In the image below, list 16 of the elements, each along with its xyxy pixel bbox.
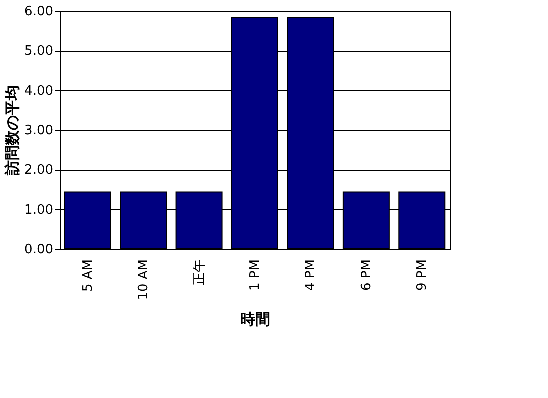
y-tick-label: 5.00 (24, 44, 54, 60)
y-tick-label: 4.00 (24, 84, 54, 99)
y-tick-label: 1.00 (24, 202, 54, 218)
y-axis-title: 訪問数の平均 (4, 86, 22, 176)
y-tick-label: 6.00 (24, 4, 54, 20)
x-tick-label: 5 AM (80, 260, 96, 292)
x-axis-title: 時間 (240, 310, 270, 328)
y-tick-label: 0.00 (24, 242, 54, 258)
x-tick-label: 9 PM (415, 260, 430, 291)
x-tick-label: 4 PM (304, 260, 319, 291)
x-tick-label: 10 AM (136, 260, 152, 300)
y-tick-label: 3.00 (24, 124, 54, 138)
x-tick-label: 1 PM (248, 260, 263, 291)
y-tick-label: 2.00 (24, 163, 54, 178)
x-tick-label: 6 PM (359, 260, 374, 291)
x-tick-label: 正午 (192, 260, 208, 286)
